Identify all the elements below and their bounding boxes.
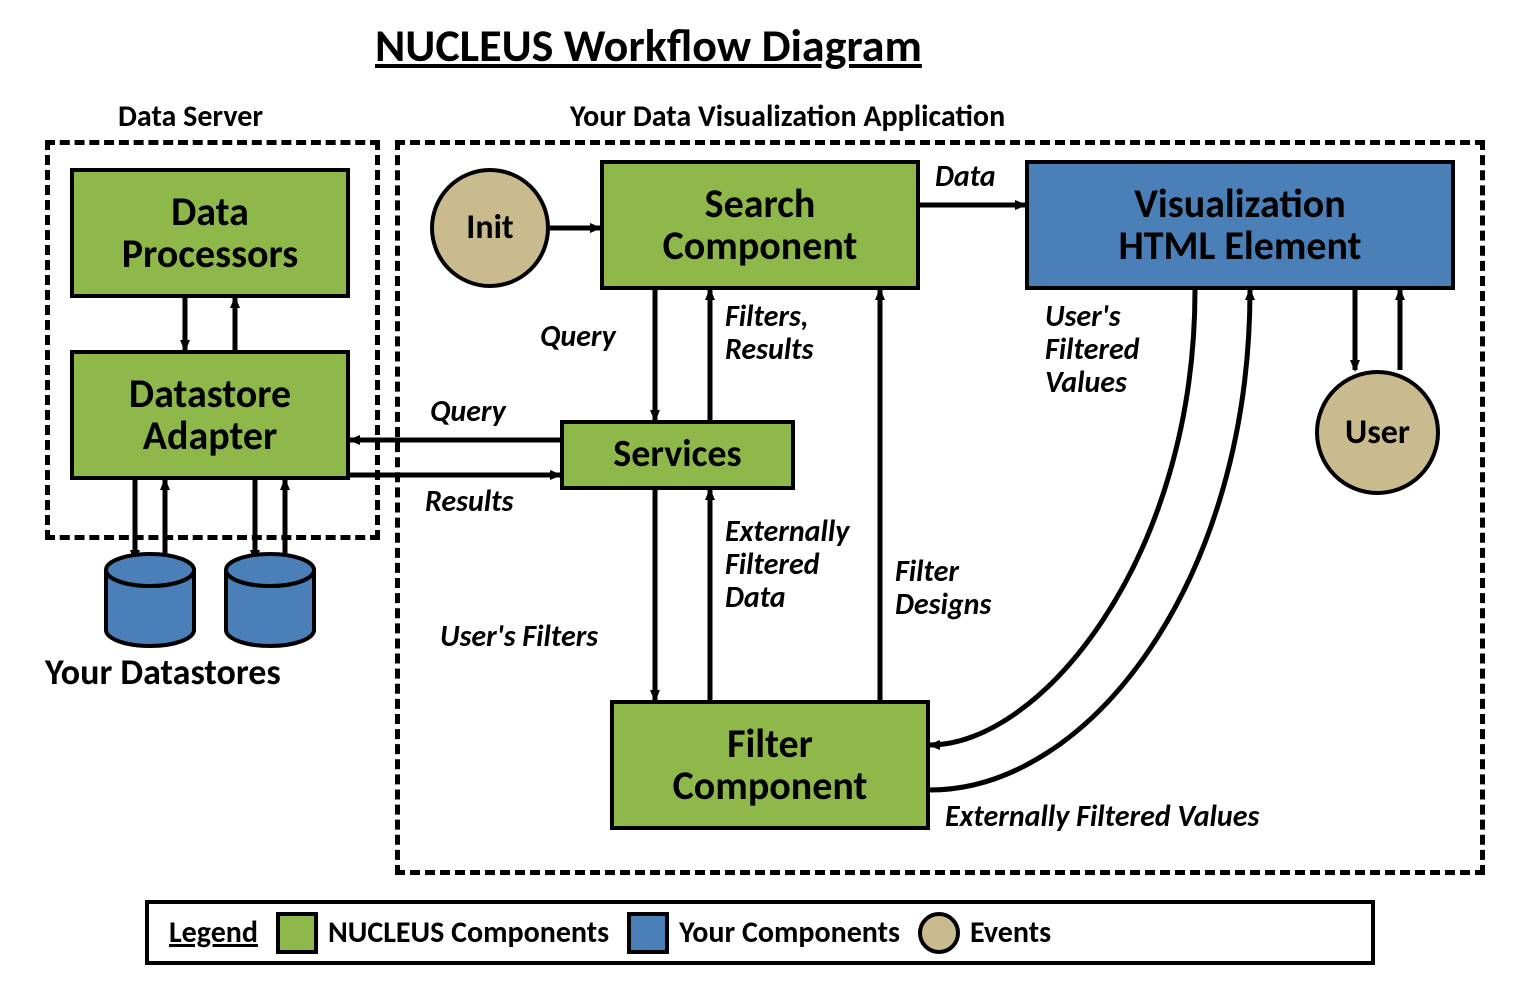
node-data-processors: Data Processors bbox=[70, 168, 350, 298]
edge-label-search-services-down: Query bbox=[540, 320, 616, 353]
node-services: Services bbox=[560, 420, 795, 490]
container-label-data-server: Data Server bbox=[118, 98, 263, 135]
diagram-title: NUCLEUS Workflow Diagram bbox=[375, 18, 922, 74]
node-user: User bbox=[1315, 370, 1440, 495]
legend-label-0: NUCLEUS Components bbox=[328, 914, 609, 951]
edge-label-filter-services-up: Externally Filtered Data bbox=[725, 515, 849, 614]
datastore-cylinder-0 bbox=[106, 554, 194, 646]
legend-swatch-2 bbox=[918, 912, 960, 954]
node-filter-component: Filter Component bbox=[610, 700, 930, 830]
node-search-component: Search Component bbox=[600, 160, 920, 290]
legend-item-0: NUCLEUS Components bbox=[276, 912, 609, 954]
edge-label-filter-search-up: Filter Designs bbox=[895, 555, 991, 621]
edge-label-search-viz: Data bbox=[935, 160, 996, 193]
edge-label-filter-viz-curve: Externally Filtered Values bbox=[945, 800, 1259, 833]
edge-label-services-da-query: Query bbox=[430, 395, 506, 428]
node-init: Init bbox=[430, 168, 550, 288]
edge-label-viz-filter-curve: User's Filtered Values bbox=[1045, 300, 1140, 399]
legend: Legend NUCLEUS Components Your Components E… bbox=[145, 900, 1375, 965]
container-label-your-app: Your Data Visualization Application bbox=[570, 98, 1005, 135]
legend-swatch-1 bbox=[627, 912, 669, 954]
legend-item-1: Your Components bbox=[627, 912, 900, 954]
node-visualization: Visualization HTML Element bbox=[1025, 160, 1455, 290]
legend-item-2: Events bbox=[918, 912, 1051, 954]
edge-label-da-services-results: Results bbox=[425, 485, 513, 518]
datastore-cylinder-1 bbox=[226, 554, 314, 646]
node-datastore-adapter: Datastore Adapter bbox=[70, 350, 350, 480]
legend-title: Legend bbox=[169, 914, 258, 951]
edge-label-services-search-up: Filters, Results bbox=[725, 300, 813, 366]
edge-label-services-filter-down: User's Filters bbox=[440, 620, 598, 653]
datastores-label: Your Datastores bbox=[45, 650, 281, 694]
legend-label-2: Events bbox=[970, 914, 1051, 951]
legend-swatch-0 bbox=[276, 912, 318, 954]
legend-label-1: Your Components bbox=[679, 914, 900, 951]
